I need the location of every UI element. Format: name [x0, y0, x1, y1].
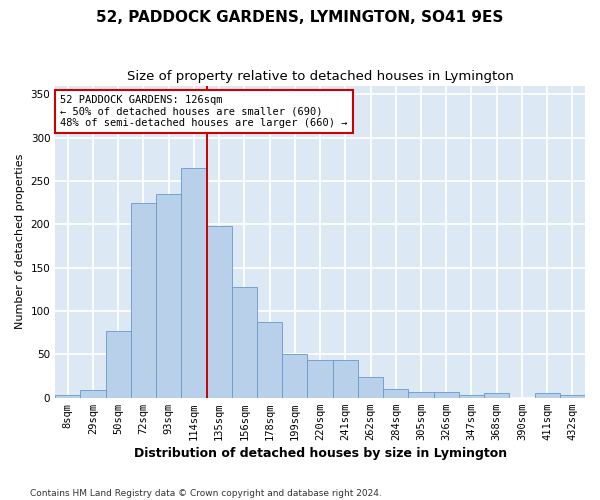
Bar	[206, 226, 232, 398]
Bar	[434, 392, 459, 398]
Bar	[55, 395, 80, 398]
Bar	[383, 389, 409, 398]
Bar	[131, 202, 156, 398]
Bar	[358, 377, 383, 398]
Bar	[80, 390, 106, 398]
Bar	[106, 331, 131, 398]
Bar	[560, 395, 585, 398]
Bar	[307, 360, 332, 398]
Bar	[484, 394, 509, 398]
Title: Size of property relative to detached houses in Lymington: Size of property relative to detached ho…	[127, 70, 514, 83]
Bar	[409, 392, 434, 398]
Y-axis label: Number of detached properties: Number of detached properties	[15, 154, 25, 330]
Bar	[181, 168, 206, 398]
Bar	[535, 394, 560, 398]
Bar	[459, 395, 484, 398]
Text: Contains HM Land Registry data © Crown copyright and database right 2024.: Contains HM Land Registry data © Crown c…	[30, 488, 382, 498]
Bar	[332, 360, 358, 398]
Text: 52 PADDOCK GARDENS: 126sqm
← 50% of detached houses are smaller (690)
48% of sem: 52 PADDOCK GARDENS: 126sqm ← 50% of deta…	[61, 95, 348, 128]
Bar	[156, 194, 181, 398]
Bar	[232, 286, 257, 398]
X-axis label: Distribution of detached houses by size in Lymington: Distribution of detached houses by size …	[134, 447, 506, 460]
Text: 52, PADDOCK GARDENS, LYMINGTON, SO41 9ES: 52, PADDOCK GARDENS, LYMINGTON, SO41 9ES	[97, 10, 503, 25]
Bar	[257, 322, 282, 398]
Bar	[282, 354, 307, 398]
